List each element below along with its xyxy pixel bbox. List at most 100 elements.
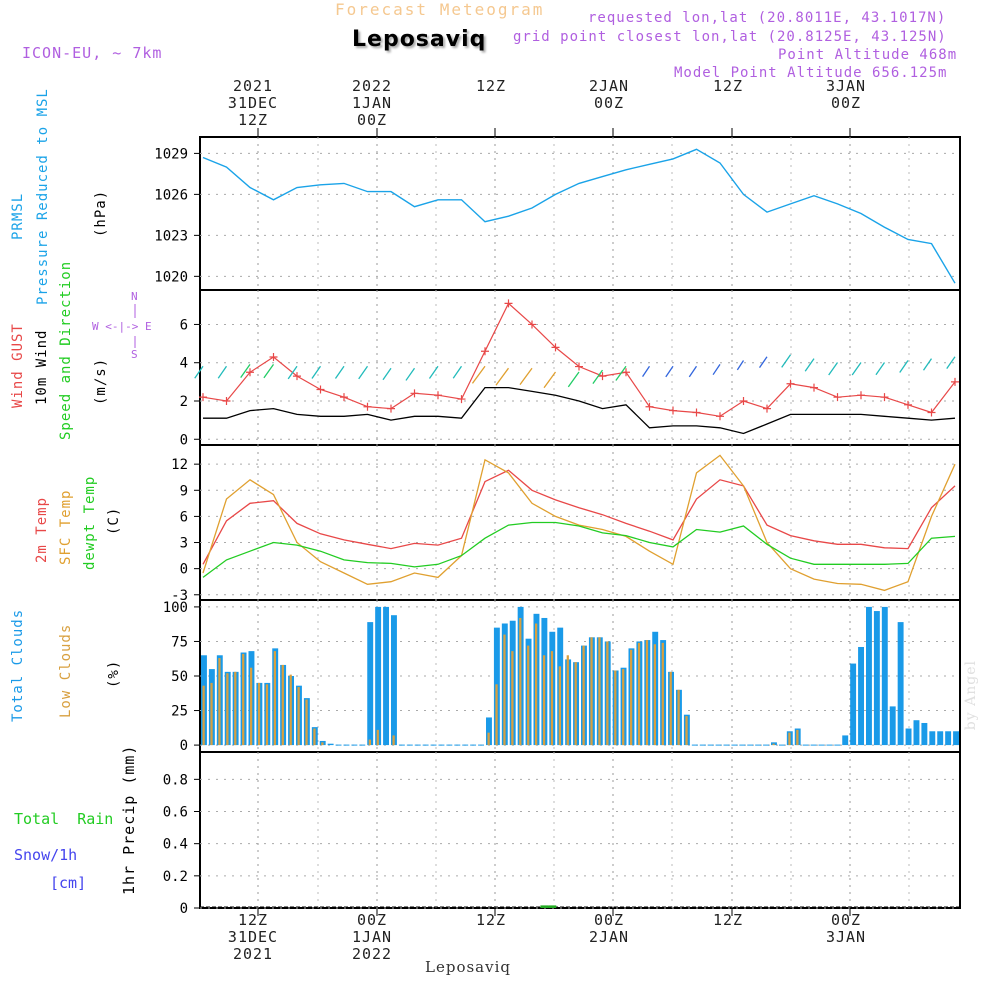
- total-cloud-bar: [858, 646, 864, 746]
- low-cloud-bar: [202, 685, 205, 746]
- low-cloud-bar: [772, 743, 775, 746]
- wind-gust-point: [504, 299, 513, 308]
- low-cloud-bar: [566, 655, 569, 746]
- total-cloud-bar: [850, 663, 857, 746]
- wind-gust-point: [669, 406, 677, 415]
- wind-direction-arrow: [642, 365, 651, 377]
- total-cloud-bar: [905, 728, 912, 746]
- wind-direction-arrow: [899, 360, 909, 373]
- wind-direction-arrow: [665, 365, 674, 378]
- total-cloud-bar: [842, 735, 849, 746]
- low-cloud-bar: [289, 674, 292, 746]
- wind-direction-arrow: [263, 363, 275, 379]
- sfc-temp-label: SFC Temp: [58, 490, 74, 565]
- wind-direction-arrow: [543, 371, 557, 389]
- y-tick-label: 4: [180, 356, 188, 372]
- low-cloud-bar: [788, 732, 791, 746]
- total-cloud-bar: [391, 615, 397, 746]
- rain-bar: [548, 905, 557, 908]
- y-tick-label: 0: [180, 901, 188, 917]
- wind-gust-point: [528, 320, 536, 329]
- low-cloud-bar: [685, 716, 688, 746]
- wind-direction-arrow: [287, 365, 298, 380]
- wind-direction-arrow: [851, 362, 862, 376]
- snow-unit-label: [cm]: [50, 874, 86, 892]
- low-cloud-bar: [487, 732, 490, 746]
- wind-gust-point: [481, 347, 489, 356]
- y-tick-label: -3: [171, 588, 188, 604]
- wind-direction-arrow: [495, 367, 510, 386]
- wind-direction-arrow: [194, 365, 204, 379]
- rain-bar: [540, 905, 549, 908]
- wind-direction-arrow: [688, 365, 698, 378]
- wind-direction-arrow: [828, 362, 839, 376]
- wind-direction-arrow: [875, 362, 886, 376]
- compass-we-label: W <-|-> E: [92, 320, 152, 333]
- low-cloud-bar: [305, 699, 308, 746]
- y-tick-label: 3: [180, 536, 188, 552]
- y-tick-label: 0: [180, 738, 188, 754]
- wind-gust-point: [457, 395, 466, 404]
- wind-direction-arrow: [781, 354, 792, 368]
- time-label-bottom: 12Z: [712, 911, 744, 929]
- dewpt-series-line: [202, 521, 956, 578]
- low-cloud-bar: [519, 617, 522, 746]
- wind-gust-point: [692, 408, 701, 417]
- t2m-label: 2m Temp: [34, 497, 50, 563]
- time-label-bottom: 00Z 3JAN: [825, 911, 867, 946]
- wind-gust-point: [622, 368, 630, 377]
- total-cloud-bar: [383, 606, 389, 746]
- wind-direction-arrow: [615, 365, 627, 381]
- snow-label: Snow/1h: [14, 846, 77, 864]
- y-tick-label: 0: [180, 562, 188, 578]
- wind-direction-arrow: [758, 356, 768, 369]
- prmsl-label: PRMSL: [10, 193, 26, 240]
- panel-frame: [199, 751, 961, 909]
- wind10-series-line: [203, 386, 956, 435]
- wind-direction-arrow: [946, 356, 956, 370]
- y-tick-label: 2: [180, 394, 188, 410]
- y-tick-label: 1023: [154, 228, 188, 244]
- wind-direction-arrow: [712, 364, 721, 376]
- y-tick-label: 6: [180, 509, 188, 525]
- model-point-altitude: Model Point Altitude 656.125m: [674, 65, 948, 81]
- wind-gust-point: [293, 372, 301, 381]
- y-tick-label: 1029: [154, 146, 188, 162]
- wind-gust-point: [833, 393, 842, 402]
- total-cloud-bar: [945, 731, 952, 746]
- wind-direction-arrow: [240, 363, 251, 378]
- low-cloud-bar: [257, 682, 261, 746]
- y-tick-label: 9: [180, 483, 188, 499]
- time-label-bottom: 00Z 1JAN 2022: [351, 911, 393, 963]
- wind-gust-point: [645, 402, 654, 411]
- low-cloud-bar: [392, 735, 395, 746]
- wind-gust-point: [222, 396, 231, 405]
- wind10-label: 10m Wind: [34, 330, 50, 405]
- low-cloud-bar: [273, 651, 276, 746]
- low-cloud-bar: [669, 671, 672, 746]
- low-cloud-bar: [598, 637, 601, 746]
- y-tick-label: 0.6: [163, 805, 188, 821]
- wind-gust-point: [810, 383, 818, 392]
- wind-gust-point: [739, 396, 748, 405]
- panel-frame: [199, 136, 961, 291]
- low-cloud-bar: [527, 645, 530, 746]
- low-cloud-bar: [265, 684, 269, 746]
- grid-point-coords: grid point closest lon,lat (20.8125E, 43…: [513, 29, 947, 45]
- wind-gust-point: [880, 393, 889, 402]
- wind-direction-arrow: [567, 371, 580, 388]
- time-label-bottom: 12Z 31DEC 2021: [227, 911, 279, 963]
- y-tick-label: 25: [171, 704, 188, 720]
- total-cloud-bar: [866, 606, 872, 746]
- wind-gust-point: [927, 408, 936, 417]
- requested-coords: requested lon,lat (20.8011E, 43.1017N): [588, 10, 947, 26]
- total-cloud-bar: [937, 731, 944, 746]
- total-cloud-bar: [889, 706, 896, 746]
- wind-direction-arrow: [382, 367, 392, 381]
- y-tick-label: 0.4: [163, 837, 188, 853]
- low-cloud-bar: [622, 669, 625, 746]
- low-cloud-bar: [796, 729, 799, 746]
- low-cloud-bar: [590, 637, 593, 746]
- panel-frame: [199, 444, 961, 601]
- wind-gust-point: [410, 389, 419, 398]
